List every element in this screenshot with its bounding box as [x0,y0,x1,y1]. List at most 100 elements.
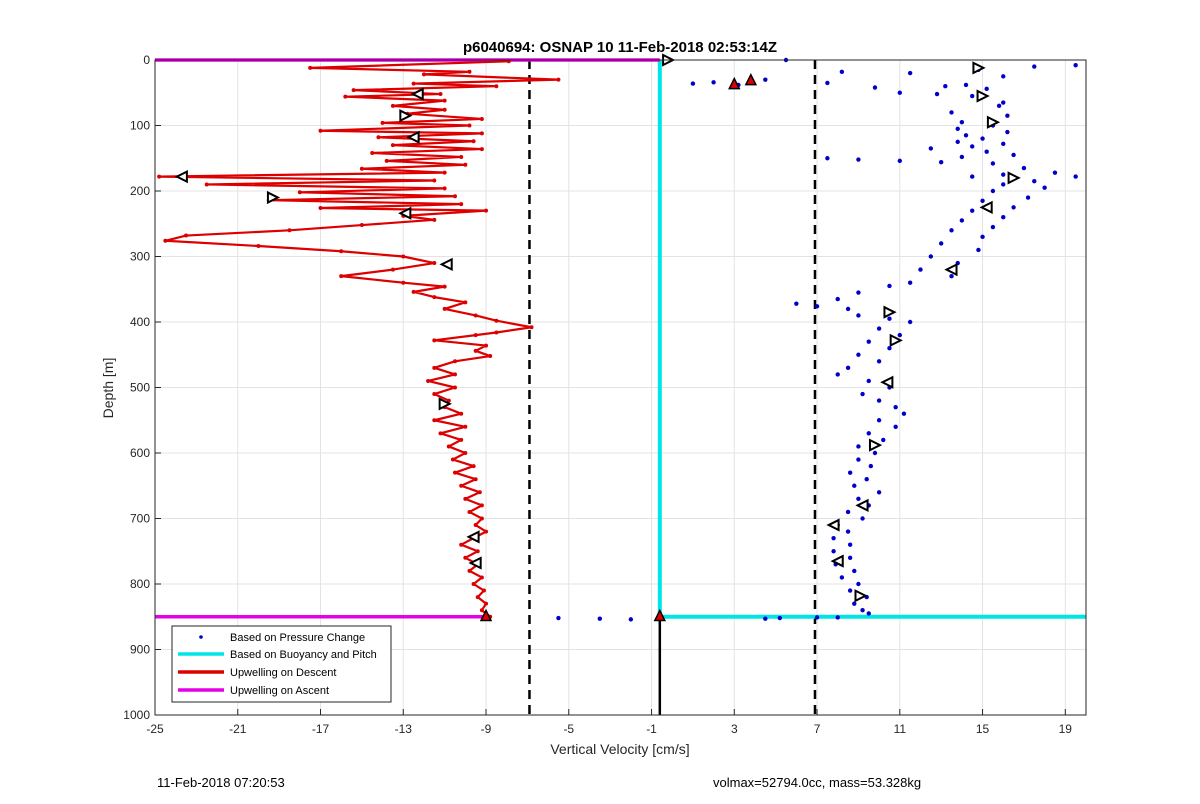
triangle-marker [944,262,958,277]
series-pressure-point [1005,129,1010,135]
series-descent-point [411,81,416,86]
series-pressure-point [907,319,913,325]
series-pressure-point [897,158,902,164]
series-pressure-point [928,146,934,151]
x-tick-label: -9 [481,722,492,736]
series-descent-point [343,94,348,99]
series-pressure-point [866,378,871,384]
y-tick-label: 700 [130,512,150,526]
series-descent-point [442,186,447,191]
series-descent-point [484,529,489,534]
triangle-marker [174,169,188,184]
triangle-marker [889,333,903,347]
series-descent-point [479,516,484,521]
series-descent-point [463,300,468,305]
footer-timestamp: 11-Feb-2018 07:20:53 [157,775,285,790]
series-pressure-point [976,247,981,253]
series-descent-point [401,280,406,285]
series-descent-point [463,496,468,501]
series-pressure-point [887,316,892,321]
series-pressure-point [897,332,902,338]
series-pressure-point [856,313,861,318]
triangle-marker [399,109,413,123]
series-pressure-point [990,161,996,166]
series-pressure-point [970,174,975,179]
legend-label-ascent: Upwelling on Ascent [230,685,329,697]
series-descent-point [467,568,472,573]
series-descent-point [488,354,493,359]
y-tick-label: 900 [130,643,150,657]
series-descent-line [158,60,560,618]
series-pressure-point [1011,152,1016,158]
series-descent-point [370,151,375,156]
series-pressure-point [1042,185,1047,190]
series-pressure-point [990,188,996,194]
series-pressure-point [970,208,975,213]
series-pressure-point [876,398,882,403]
triangle-marker [466,530,480,544]
triangle-marker [826,518,840,532]
y-tick-label: 200 [130,184,150,198]
series-pressure-point [907,70,913,76]
series-descent-point [446,444,451,449]
series-descent-point [481,588,486,593]
up-triangle-marker [728,76,741,90]
series-pressure-point [934,91,940,97]
series-descent-point [318,206,323,211]
series-descent-point [432,365,437,370]
series-descent-point [432,178,437,183]
series-pressure-point [876,326,882,331]
series-descent-point [473,477,478,482]
series-pressure-point [866,611,871,616]
series-pressure-point [847,588,853,593]
series-pressure-point [852,483,857,488]
series-descent-point [479,147,484,152]
series-pressure-point [928,254,934,259]
series-pressure-point [825,80,830,86]
triangle-marker [410,87,424,101]
series-descent-point [297,190,302,195]
series-pressure-point [980,198,985,204]
series-descent-point [256,244,261,249]
series-descent-point [494,330,499,335]
series-pressure-point [711,80,716,85]
series-pressure-point [860,391,865,397]
series-descent-point [426,378,431,383]
series-pressure-point [970,93,975,99]
series-pressure-point [876,418,882,423]
series-pressure-point [628,617,634,622]
series-pressure-point [860,608,865,613]
x-axis-label: Vertical Velocity [cm/s] [550,741,689,757]
series-pressure-point [897,90,902,95]
series-pressure-point [1005,113,1010,118]
series-descent-point [475,549,480,554]
series-descent-point [452,385,457,390]
series-pressure-point [959,120,965,125]
series-descent-point [438,92,443,97]
footer-volmax-mass: volmax=52794.0cc, mass=53.328kg [713,775,921,790]
legend-label-pressure: Based on Pressure Change [230,632,365,644]
series-pressure-point [1001,182,1006,187]
series-pressure-point [847,470,853,475]
series-descent-point [390,103,395,108]
series-descent-point [446,398,451,403]
series-pressure-point [856,496,861,502]
series-pressure-point [835,296,840,302]
series-descent-point [463,451,468,455]
grid [154,59,1086,716]
series-descent-point [479,116,484,121]
series-descent-point [494,84,499,89]
series-pressure-point [856,290,861,295]
series-descent-point [359,166,364,171]
x-tick-label: 7 [814,722,821,736]
legend-label-descent: Upwelling on Descent [230,667,336,679]
triangle-marker [868,438,883,452]
series-pressure-point [847,555,853,560]
series-pressure-point [831,535,836,541]
series-descent-point [376,135,381,140]
series-descent-point [438,431,443,436]
series-pressure-point [839,69,845,74]
series-descent-point [163,238,168,243]
series-descent-point [401,254,406,259]
chart-title: p6040694: OSNAP 10 11-Feb-2018 02:53:14Z [463,39,777,56]
